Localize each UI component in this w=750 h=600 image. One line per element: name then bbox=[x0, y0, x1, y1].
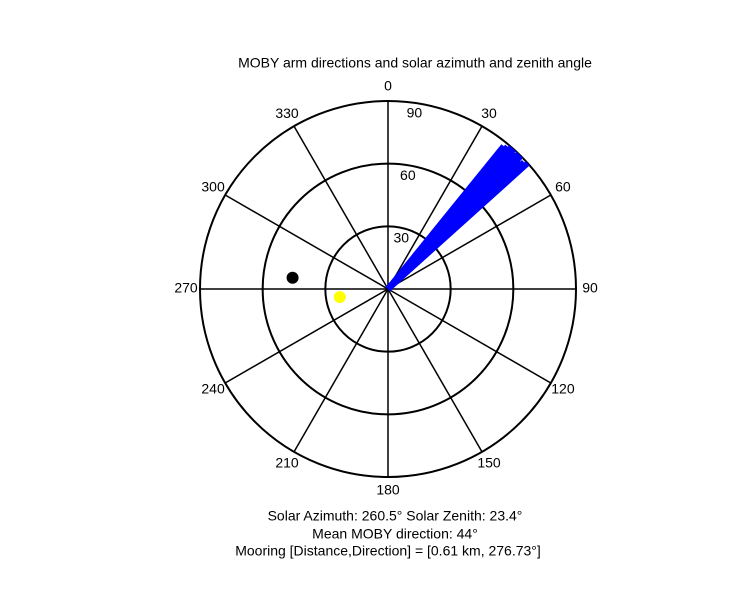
spoke bbox=[387, 288, 552, 384]
theta-tick-label: 270 bbox=[174, 280, 198, 296]
spoke bbox=[224, 288, 389, 384]
theta-tick-label: 330 bbox=[275, 105, 299, 121]
note: Mooring [Distance,Direction] = [0.61 km,… bbox=[235, 543, 541, 559]
spoke bbox=[387, 125, 483, 290]
spoke bbox=[293, 288, 389, 453]
spoke bbox=[387, 194, 552, 290]
point bbox=[286, 271, 299, 284]
theta-tick-label: 210 bbox=[275, 455, 299, 471]
r-tick-label: 30 bbox=[394, 229, 410, 245]
theta-tick-label: 60 bbox=[555, 179, 571, 195]
theta-tick-label: 0 bbox=[384, 78, 392, 94]
spoke bbox=[387, 288, 483, 453]
note: Solar Azimuth: 260.5° Solar Zenith: 23.4… bbox=[268, 508, 523, 524]
point bbox=[333, 291, 346, 304]
theta-tick-label: 300 bbox=[201, 179, 225, 195]
grid-circle bbox=[199, 100, 577, 478]
spoke bbox=[293, 125, 389, 290]
note: Mean MOBY direction: 44° bbox=[312, 526, 478, 542]
theta-tick-label: 180 bbox=[376, 482, 400, 498]
theta-tick-label: 90 bbox=[582, 280, 598, 296]
spoke bbox=[224, 194, 389, 290]
chart-title: MOBY arm directions and solar azimuth an… bbox=[238, 55, 592, 71]
arm-direction bbox=[385, 160, 530, 292]
r-tick-label: 60 bbox=[400, 167, 416, 183]
theta-tick-label: 240 bbox=[201, 381, 225, 397]
grid-circle bbox=[261, 162, 515, 416]
theta-tick-label: 30 bbox=[481, 105, 497, 121]
theta-tick-label: 120 bbox=[551, 381, 575, 397]
theta-tick-label: 150 bbox=[477, 455, 501, 471]
r-tick-label: 90 bbox=[407, 105, 423, 121]
grid-circle bbox=[324, 225, 452, 353]
